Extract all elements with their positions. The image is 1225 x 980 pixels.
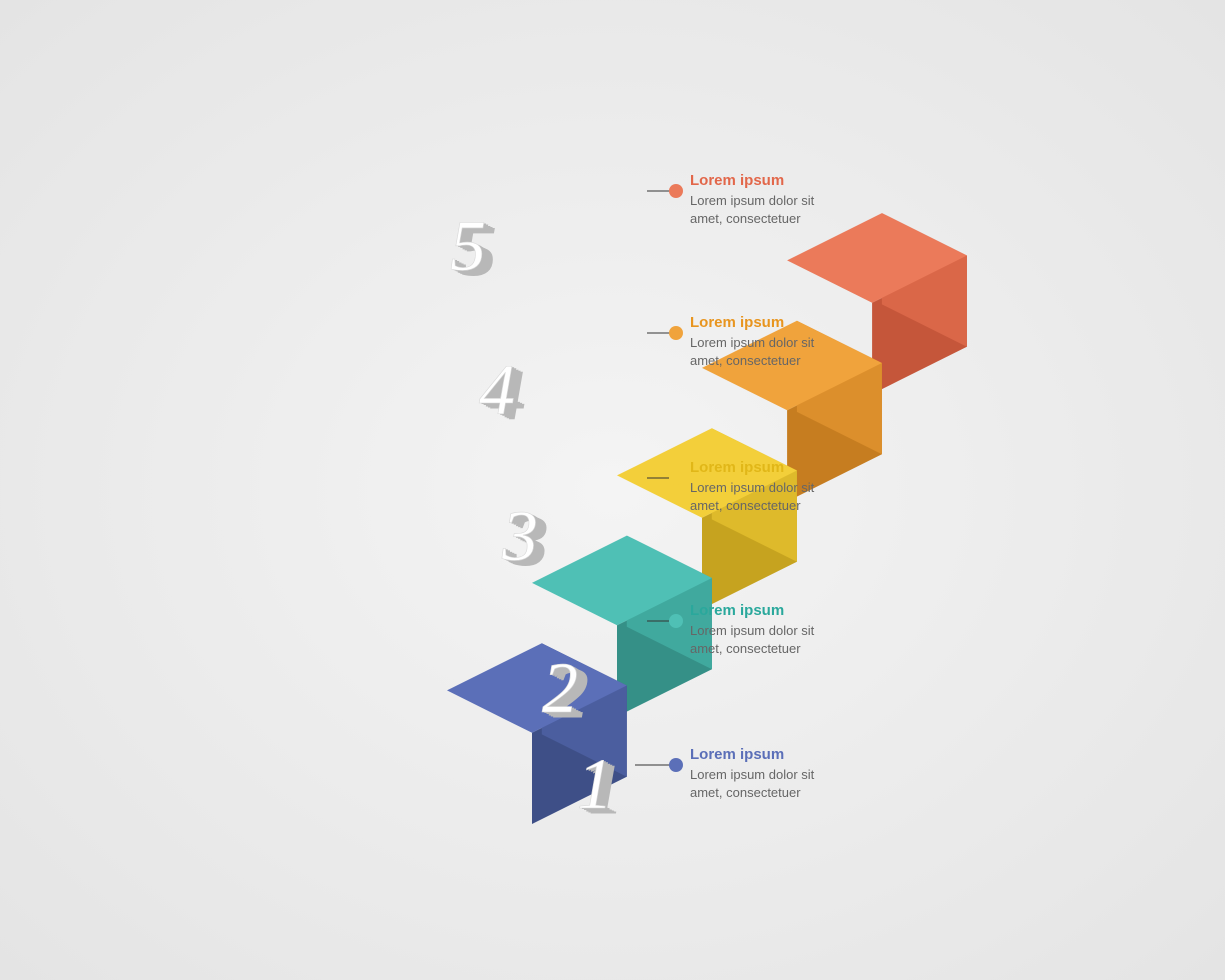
step-number-2: 222222: [542, 648, 589, 734]
callout-3: Lorem ipsum Lorem ipsum dolor sit amet, c…: [690, 459, 850, 514]
callout-body-1: Lorem ipsum dolor sit amet, consectetuer: [690, 766, 850, 801]
callout-dot-1: [669, 758, 683, 772]
callout-dot-5: [669, 184, 683, 198]
callout-dot-4: [669, 326, 683, 340]
callout-title-4: Lorem ipsum: [690, 314, 850, 332]
callout-dot-2: [669, 614, 683, 628]
svg-text:1: 1: [577, 744, 613, 824]
callout-dot-3: [669, 471, 683, 485]
step-number-1: 111111: [577, 744, 624, 830]
callout-title-5: Lorem ipsum: [690, 172, 850, 190]
callout-body-5: Lorem ipsum dolor sit amet, consectetuer: [690, 192, 850, 227]
svg-text:4: 4: [479, 350, 515, 430]
step-number-5: 555555: [450, 206, 497, 292]
isometric-step-diagram: 111111 222222 333333 444444 555555: [0, 0, 1225, 980]
callout-title-3: Lorem ipsum: [690, 459, 850, 477]
infographic-stage: 111111 222222 333333 444444 555555 Lorem ips…: [0, 0, 1225, 980]
callout-title-2: Lorem ipsum: [690, 602, 850, 620]
svg-text:5: 5: [450, 206, 486, 286]
callout-body-2: Lorem ipsum dolor sit amet, consectetuer: [690, 622, 850, 657]
callout-body-3: Lorem ipsum dolor sit amet, consectetuer: [690, 479, 850, 514]
callout-2: Lorem ipsum Lorem ipsum dolor sit amet, c…: [690, 602, 850, 657]
callout-1: Lorem ipsum Lorem ipsum dolor sit amet, c…: [690, 746, 850, 801]
callout-body-4: Lorem ipsum dolor sit amet, consectetuer: [690, 334, 850, 369]
step-number-4: 444444: [479, 350, 526, 436]
svg-text:3: 3: [501, 496, 538, 576]
callout-title-1: Lorem ipsum: [690, 746, 850, 764]
step-number-3: 333333: [501, 496, 549, 582]
callout-4: Lorem ipsum Lorem ipsum dolor sit amet, c…: [690, 314, 850, 369]
callout-5: Lorem ipsum Lorem ipsum dolor sit amet, c…: [690, 172, 850, 227]
svg-text:2: 2: [542, 648, 578, 728]
